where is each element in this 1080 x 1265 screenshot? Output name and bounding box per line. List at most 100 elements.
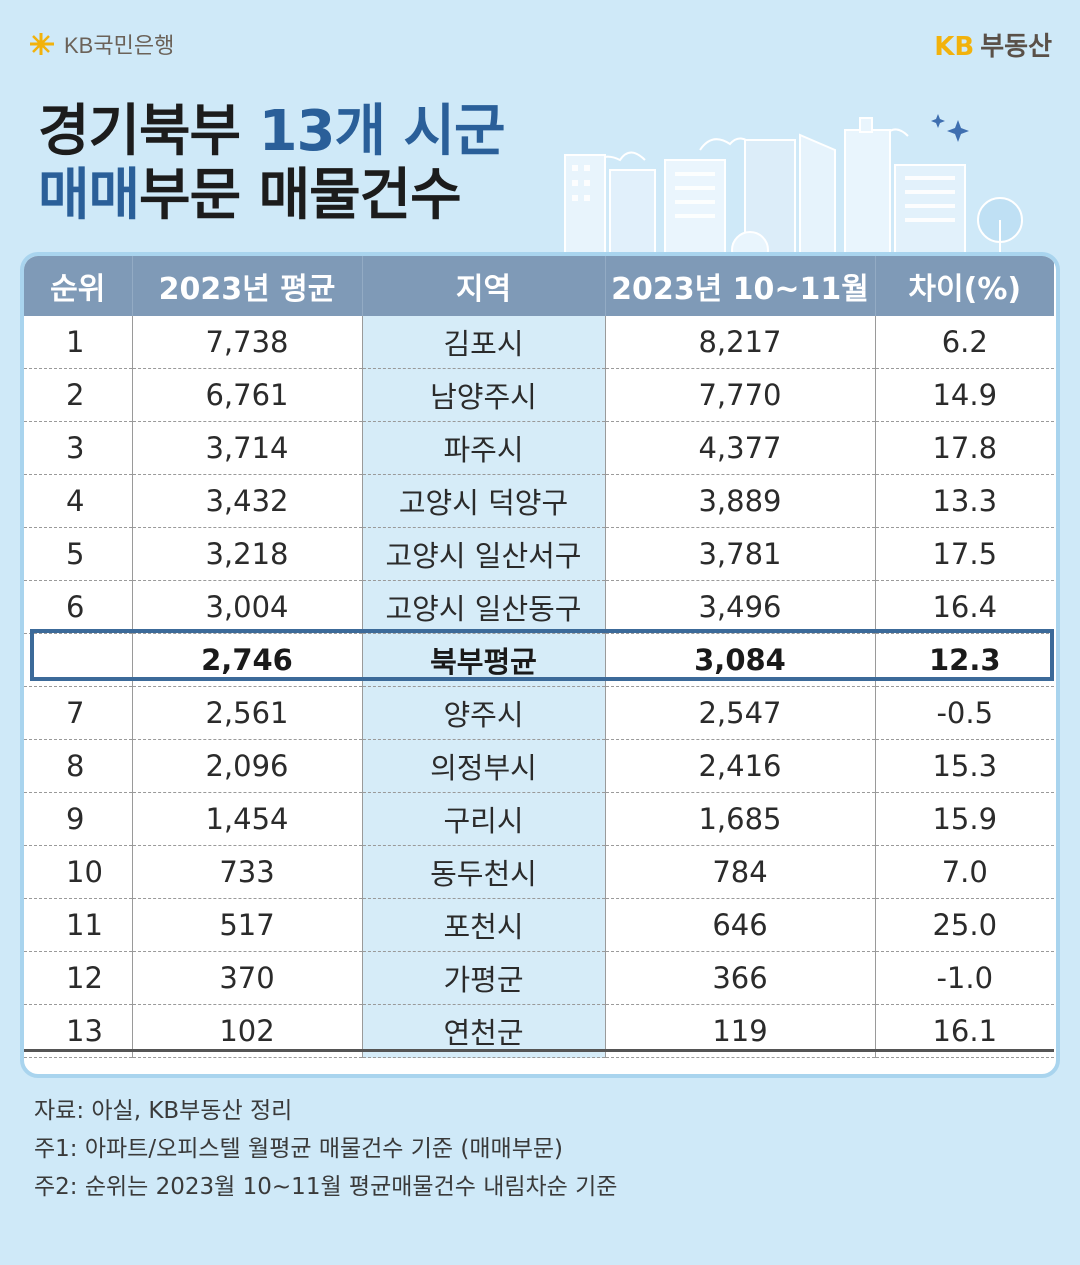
kb-star-icon xyxy=(30,33,54,55)
diff-cell: -0.5 xyxy=(874,686,1054,740)
avg-2023-cell: 3,218 xyxy=(131,527,362,581)
rank-cell: 8 xyxy=(24,739,132,793)
column-header-region: 지역 xyxy=(361,256,605,316)
region-cell: 고양시 일산동구 xyxy=(361,580,605,634)
column-header-2023-average: 2023년 평균 xyxy=(131,256,362,316)
rank-cell: 1 xyxy=(24,316,132,369)
avg-2023-cell: 517 xyxy=(131,898,362,952)
footnotes: 자료: 아실, KB부동산 정리 주1: 아파트/오피스텔 월평균 매물건수 기… xyxy=(34,1092,617,1206)
region-cell: 남양주시 xyxy=(361,368,605,422)
note-2: 주2: 순위는 2023월 10~11월 평균매물건수 내림차순 기준 xyxy=(34,1174,618,1200)
avg-2023-cell: 2,561 xyxy=(131,686,362,740)
listings-table-card: 순위 2023년 평균 지역 2023년 10~11월 차이(%) 1 7,738… xyxy=(20,252,1060,1078)
table-row: 10 733 동두천시 784 7.0 xyxy=(24,845,1054,899)
table-row: 7 2,561 양주시 2,547 -0.5 xyxy=(24,686,1054,740)
region-cell: 포천시 xyxy=(361,898,605,952)
rank-cell: 3 xyxy=(24,421,132,475)
oct-nov-cell: 4,377 xyxy=(604,421,875,475)
region-cell: 가평군 xyxy=(361,951,605,1005)
title-part-b: 13개 시군 xyxy=(258,99,506,164)
diff-cell: 7.0 xyxy=(874,845,1054,899)
table-row: 3 3,714 파주시 4,377 17.8 xyxy=(24,421,1054,475)
region-cell: 고양시 덕양구 xyxy=(361,474,605,528)
oct-nov-cell: 366 xyxy=(604,951,875,1005)
diff-cell: 17.8 xyxy=(874,421,1054,475)
table-header-row: 순위 2023년 평균 지역 2023년 10~11월 차이(%) xyxy=(24,256,1054,316)
column-header-rank: 순위 xyxy=(24,256,132,316)
kb-estate-logo: KB 부동산 xyxy=(934,26,1052,63)
avg-2023-cell: 3,004 xyxy=(131,580,362,634)
title-line-1: 경기북부 13개 시군 xyxy=(38,99,506,164)
page-title: 경기북부 13개 시군 매매부문 매물건수 xyxy=(38,99,506,228)
diff-cell: -1.0 xyxy=(874,951,1054,1005)
oct-nov-cell: 3,781 xyxy=(604,527,875,581)
rank-cell: 4 xyxy=(24,474,132,528)
oct-nov-cell: 8,217 xyxy=(604,316,875,369)
note-1: 주1: 아파트/오피스텔 월평균 매물건수 기준 (매매부문) xyxy=(34,1136,563,1162)
diff-cell: 15.3 xyxy=(874,739,1054,793)
avg-2023-cell: 6,761 xyxy=(131,368,362,422)
kb-bank-logo: KB국민은행 xyxy=(28,28,174,60)
region-cell: 파주시 xyxy=(361,421,605,475)
table-bottom-rule xyxy=(24,1049,1054,1052)
rank-cell: 5 xyxy=(24,527,132,581)
region-cell: 고양시 일산서구 xyxy=(361,527,605,581)
diff-cell: 13.3 xyxy=(874,474,1054,528)
oct-nov-cell: 7,770 xyxy=(604,368,875,422)
diff-cell: 25.0 xyxy=(874,898,1054,952)
table-row: 9 1,454 구리시 1,685 15.9 xyxy=(24,792,1054,846)
city-skyline-illustration xyxy=(564,114,1023,260)
column-header-difference: 차이(%) xyxy=(874,256,1054,316)
diff-cell: 6.2 xyxy=(874,316,1054,369)
rank-cell: 12 xyxy=(24,951,132,1005)
region-cell: 김포시 xyxy=(361,316,605,369)
oct-nov-cell: 3,496 xyxy=(604,580,875,634)
title-part-d: 부문 매물건수 xyxy=(139,163,462,228)
avg-2023-cell: 2,746 xyxy=(131,633,362,687)
oct-nov-cell: 3,889 xyxy=(604,474,875,528)
rank-cell: 11 xyxy=(24,898,132,952)
title-part-c: 매매 xyxy=(38,163,140,228)
rank-cell: 2 xyxy=(24,368,132,422)
diff-cell: 14.9 xyxy=(874,368,1054,422)
oct-nov-cell: 2,416 xyxy=(604,739,875,793)
diff-cell: 16.4 xyxy=(874,580,1054,634)
region-cell: 의정부시 xyxy=(361,739,605,793)
avg-2023-cell: 3,714 xyxy=(131,421,362,475)
rank-cell: 10 xyxy=(24,845,132,899)
rank-cell: 9 xyxy=(24,792,132,846)
table-row: 1 7,738 김포시 8,217 6.2 xyxy=(24,316,1054,369)
table-row: 5 3,218 고양시 일산서구 3,781 17.5 xyxy=(24,527,1054,581)
rank-cell xyxy=(24,633,132,687)
diff-cell: 17.5 xyxy=(874,527,1054,581)
kb-mark: KB xyxy=(934,32,975,62)
table-row: 6 3,004 고양시 일산동구 3,496 16.4 xyxy=(24,580,1054,634)
listings-table: 순위 2023년 평균 지역 2023년 10~11월 차이(%) 1 7,738… xyxy=(24,256,1054,1058)
oct-nov-cell: 3,084 xyxy=(604,633,875,687)
oct-nov-cell: 646 xyxy=(604,898,875,952)
source-note: 자료: 아실, KB부동산 정리 xyxy=(34,1098,293,1124)
table-row: 4 3,432 고양시 덕양구 3,889 13.3 xyxy=(24,474,1054,528)
table-row: 12 370 가평군 366 -1.0 xyxy=(24,951,1054,1005)
bank-name: KB국민은행 xyxy=(64,33,175,58)
avg-2023-cell: 2,096 xyxy=(131,739,362,793)
avg-2023-cell: 370 xyxy=(131,951,362,1005)
column-header-oct-nov: 2023년 10~11월 xyxy=(604,256,875,316)
title-line-2: 매매부문 매물건수 xyxy=(38,164,505,228)
table-row: 8 2,096 의정부시 2,416 15.3 xyxy=(24,739,1054,793)
oct-nov-cell: 2,547 xyxy=(604,686,875,740)
oct-nov-cell: 784 xyxy=(604,845,875,899)
northern-average-row: 2,746 북부평균 3,084 12.3 xyxy=(24,633,1054,687)
avg-2023-cell: 733 xyxy=(131,845,362,899)
title-part-a: 경기북부 xyxy=(38,99,259,164)
rank-cell: 7 xyxy=(24,686,132,740)
region-cell: 구리시 xyxy=(361,792,605,846)
top-bar: KB국민은행 KB 부동산 xyxy=(0,0,1080,80)
diff-cell: 12.3 xyxy=(874,633,1054,687)
estate-name: 부동산 xyxy=(980,32,1052,62)
table-row: 11 517 포천시 646 25.0 xyxy=(24,898,1054,952)
table-row: 2 6,761 남양주시 7,770 14.9 xyxy=(24,368,1054,422)
avg-2023-cell: 1,454 xyxy=(131,792,362,846)
region-cell: 양주시 xyxy=(361,686,605,740)
region-cell: 북부평균 xyxy=(361,633,605,687)
